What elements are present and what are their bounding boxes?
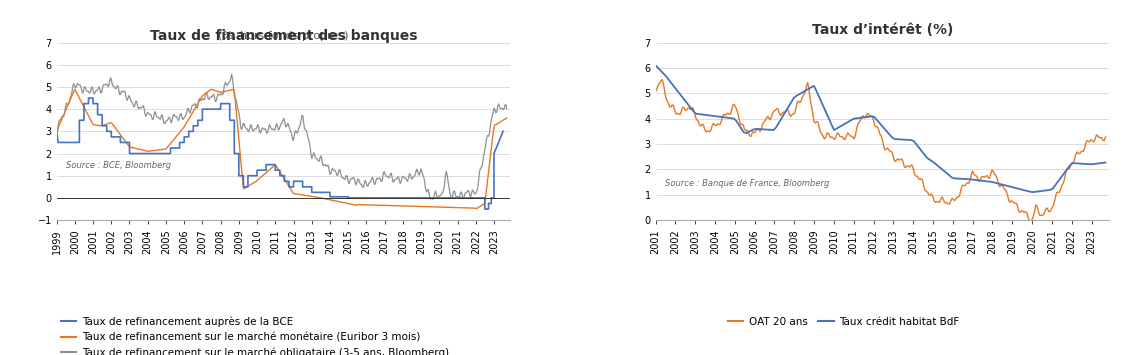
Text: Source : Banque de France, Bloomberg: Source : Banque de France, Bloomberg	[664, 179, 829, 188]
Text: Source : BCE, Bloomberg: Source : BCE, Bloomberg	[66, 162, 171, 170]
Legend: OAT 20 ans, Taux crédit habitat BdF: OAT 20 ans, Taux crédit habitat BdF	[723, 312, 963, 331]
Legend: Taux de refinancement auprès de la BCE, Taux de refinancement sur le marché moné: Taux de refinancement auprès de la BCE, …	[57, 312, 453, 355]
Title: Taux d’intérêt (%): Taux d’intérêt (%)	[812, 23, 953, 37]
Text: (%, hors fonds propres): (%, hors fonds propres)	[218, 31, 349, 41]
Title: Taux de financement des banques: Taux de financement des banques	[149, 29, 418, 43]
